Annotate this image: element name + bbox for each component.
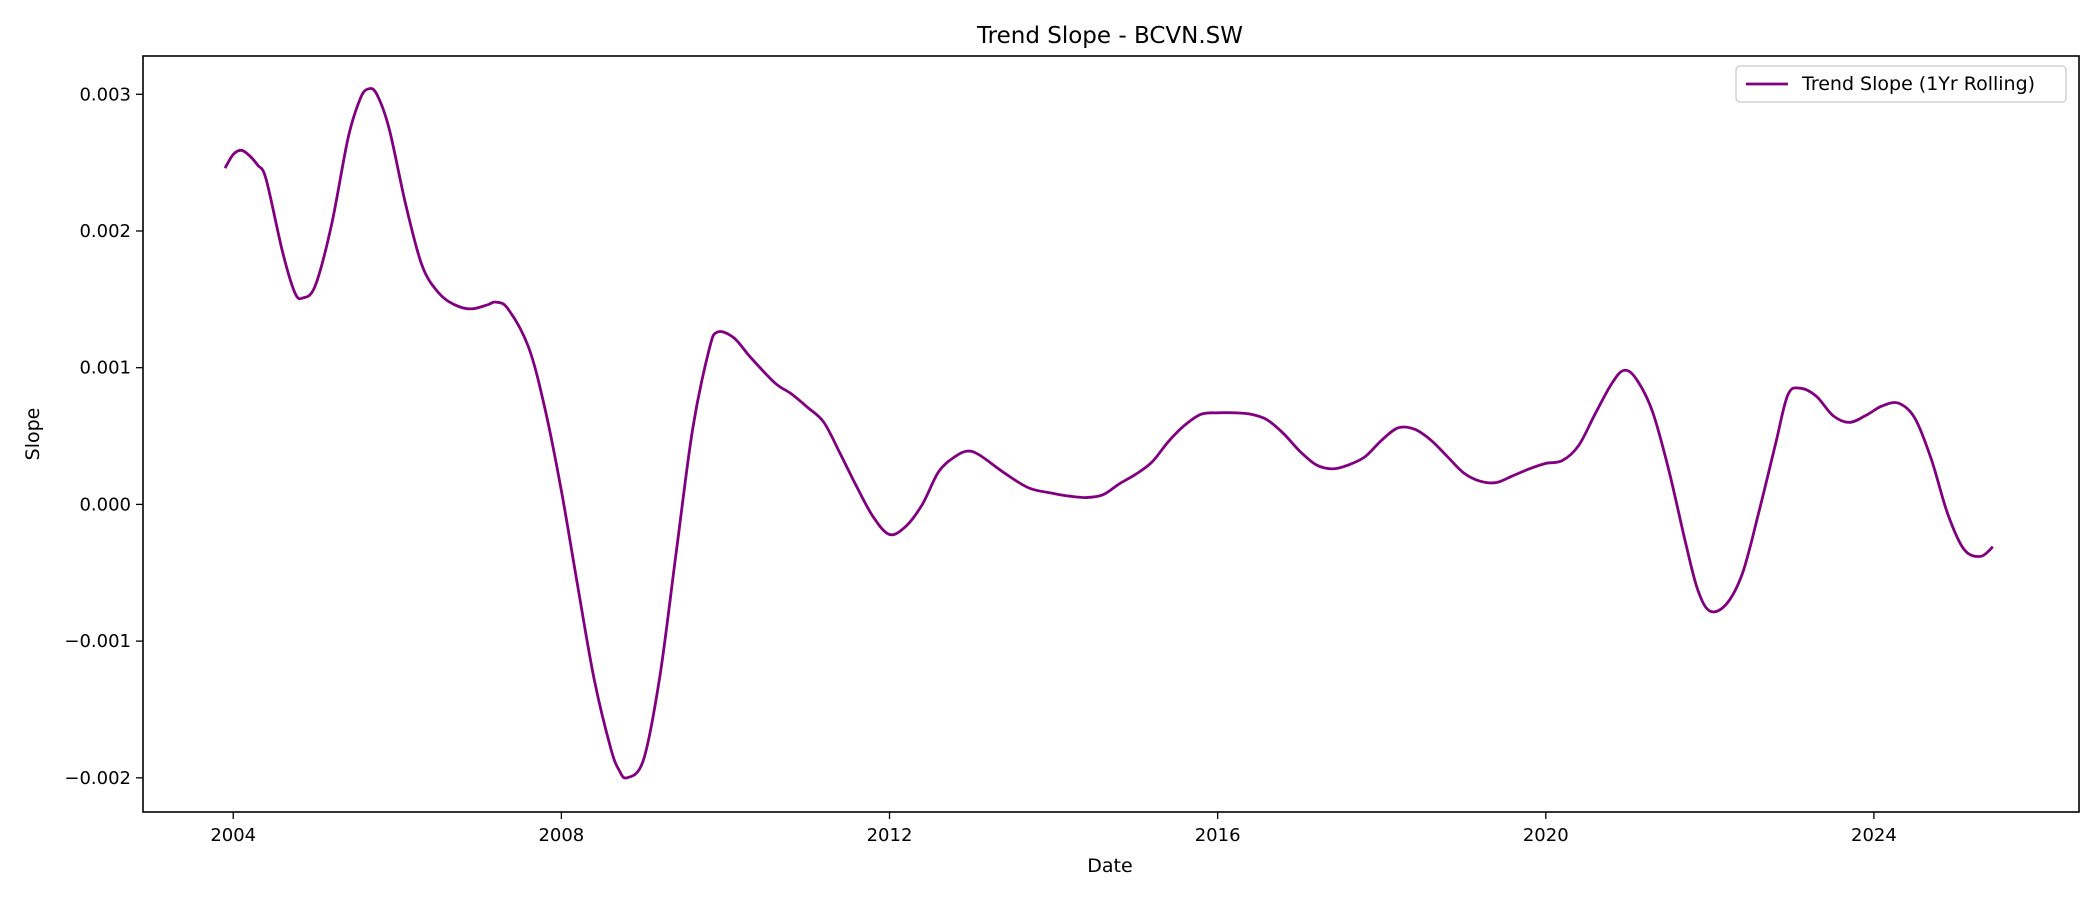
x-tick-label: 2012 bbox=[867, 825, 913, 846]
y-tick-label: 0.000 bbox=[79, 494, 131, 515]
x-tick-label: 2024 bbox=[1851, 825, 1897, 846]
legend-box bbox=[1735, 65, 2067, 103]
legend: Trend Slope (1Yr Rolling) bbox=[1735, 65, 2067, 103]
y-tick-label: −0.002 bbox=[64, 768, 131, 789]
chart-title: Trend Slope - BCVN.SW bbox=[976, 23, 1243, 49]
x-axis: 2004 2008 2012 2016 2020 2024 bbox=[210, 812, 1897, 846]
series-layer bbox=[223, 87, 1994, 780]
y-axis: −0.002 −0.001 0.000 0.001 0.002 0.003 bbox=[64, 84, 143, 789]
x-tick-label: 2020 bbox=[1523, 825, 1569, 846]
x-tick-label: 2008 bbox=[538, 825, 584, 846]
x-tick-label: 2004 bbox=[210, 825, 256, 846]
y-axis-title: Slope bbox=[22, 408, 44, 461]
y-tick-label: 0.002 bbox=[79, 221, 131, 242]
y-tick-label: 0.003 bbox=[79, 84, 131, 105]
legend-label: Trend Slope (1Yr Rolling) bbox=[1801, 73, 2035, 95]
series-line-trend-slope bbox=[223, 87, 1994, 780]
x-axis-title: Date bbox=[1087, 855, 1132, 877]
y-tick-label: 0.001 bbox=[79, 358, 131, 379]
plot-area-frame bbox=[142, 55, 2080, 813]
y-tick-label: −0.001 bbox=[64, 631, 131, 652]
x-tick-label: 2016 bbox=[1195, 825, 1241, 846]
